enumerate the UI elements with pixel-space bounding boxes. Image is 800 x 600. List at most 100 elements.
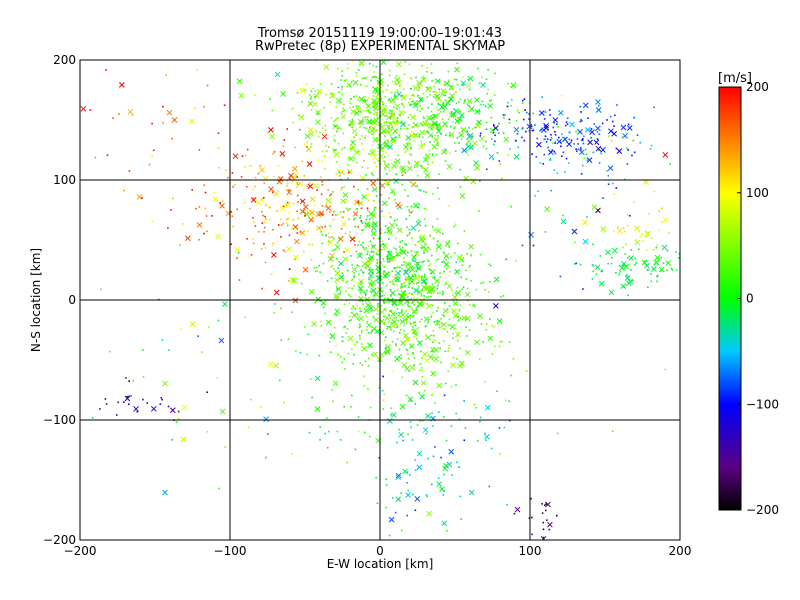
data-point-x bbox=[358, 96, 365, 102]
data-point-dot bbox=[258, 230, 260, 233]
data-point-dot bbox=[624, 230, 626, 233]
data-point-dot bbox=[388, 169, 391, 172]
data-point-dot bbox=[363, 101, 365, 104]
data-point-dot bbox=[339, 293, 341, 296]
data-point-dot bbox=[419, 97, 422, 99]
data-point-dot bbox=[307, 333, 310, 336]
data-point-dot bbox=[368, 257, 370, 260]
data-point-dot bbox=[277, 224, 280, 226]
data-point-dot bbox=[126, 395, 129, 398]
data-point-dot bbox=[366, 103, 369, 106]
data-point-dot bbox=[359, 138, 361, 141]
data-point-dot bbox=[414, 469, 417, 471]
data-point-dot bbox=[390, 414, 392, 416]
data-point-dot bbox=[611, 257, 613, 259]
data-point-dot bbox=[437, 258, 440, 261]
data-point-dot bbox=[372, 271, 374, 274]
data-point-dot bbox=[381, 290, 384, 292]
data-point-dot bbox=[419, 189, 422, 192]
data-point-x bbox=[435, 128, 442, 134]
data-point-dot bbox=[336, 130, 338, 133]
data-point-dot bbox=[329, 101, 332, 104]
data-point-dot bbox=[439, 276, 441, 278]
data-point-dot bbox=[142, 398, 144, 401]
data-point-dot bbox=[419, 342, 422, 344]
data-point-dot bbox=[396, 108, 399, 110]
data-point-dot bbox=[393, 193, 396, 196]
data-point-dot bbox=[592, 264, 595, 267]
data-point-dot bbox=[643, 260, 646, 263]
data-point-x bbox=[513, 153, 520, 160]
data-point-dot bbox=[377, 253, 380, 256]
data-point-dot bbox=[387, 127, 390, 130]
data-point-x bbox=[352, 79, 359, 86]
data-point-dot bbox=[262, 197, 265, 199]
data-point-dot bbox=[310, 96, 312, 98]
data-point-dot bbox=[506, 105, 509, 108]
data-point-dot bbox=[422, 167, 424, 169]
data-point-dot bbox=[297, 200, 299, 203]
data-point-dot bbox=[325, 93, 328, 96]
data-point-dot bbox=[370, 79, 372, 82]
data-point-dot bbox=[391, 280, 394, 283]
data-point-dot bbox=[432, 122, 435, 124]
data-point-dot bbox=[316, 113, 319, 116]
data-point-dot bbox=[553, 150, 556, 153]
data-point-dot bbox=[159, 403, 162, 405]
data-point-x bbox=[302, 203, 309, 210]
data-point-dot bbox=[161, 339, 164, 341]
data-point-dot bbox=[414, 263, 417, 265]
data-point-dot bbox=[344, 232, 347, 235]
data-point-dot bbox=[437, 109, 440, 111]
data-point-dot bbox=[484, 432, 486, 435]
data-point-x bbox=[552, 117, 559, 123]
data-point-dot bbox=[311, 396, 313, 399]
data-point-dot bbox=[413, 336, 416, 338]
data-point-dot bbox=[347, 352, 350, 355]
data-point-dot bbox=[264, 218, 267, 221]
data-point-x bbox=[308, 288, 315, 295]
data-point-dot bbox=[399, 252, 402, 254]
data-point-dot bbox=[601, 122, 604, 125]
data-point-dot bbox=[456, 137, 459, 139]
data-point-dot bbox=[423, 117, 425, 120]
data-point-dot bbox=[421, 369, 424, 372]
data-point-dot bbox=[360, 84, 362, 86]
data-point-dot bbox=[368, 62, 371, 65]
data-point-dot bbox=[360, 330, 363, 332]
data-point-dot bbox=[448, 79, 450, 82]
data-point-x bbox=[582, 102, 589, 109]
data-point-dot bbox=[393, 95, 396, 97]
data-point-dot bbox=[653, 106, 655, 109]
data-point-dot bbox=[348, 302, 351, 305]
data-point-dot bbox=[376, 112, 378, 115]
data-point-dot bbox=[623, 178, 626, 181]
data-point-dot bbox=[385, 336, 387, 339]
data-point-dot bbox=[272, 152, 274, 155]
data-point-dot bbox=[309, 378, 312, 380]
data-point-x bbox=[412, 102, 419, 109]
data-point-dot bbox=[593, 123, 596, 125]
data-point-dot bbox=[311, 243, 314, 246]
data-point-dot bbox=[515, 260, 517, 262]
data-point-dot bbox=[381, 105, 384, 108]
data-point-dot bbox=[525, 111, 528, 114]
data-point-dot bbox=[355, 105, 358, 107]
data-point-dot bbox=[592, 243, 594, 246]
data-point-dot bbox=[322, 262, 325, 265]
data-point-dot bbox=[411, 287, 414, 289]
data-point-x bbox=[513, 126, 520, 133]
data-point-dot bbox=[485, 322, 488, 325]
data-point-dot bbox=[282, 205, 285, 208]
data-point-dot bbox=[350, 144, 352, 147]
data-point-dot bbox=[421, 318, 423, 321]
data-point-dot bbox=[320, 214, 323, 216]
data-point-dot bbox=[444, 148, 446, 151]
grid-lines bbox=[80, 60, 680, 540]
data-point-x bbox=[379, 182, 386, 189]
data-point-x bbox=[424, 413, 431, 419]
data-point-dot bbox=[396, 98, 399, 100]
data-point-dot bbox=[444, 99, 447, 102]
data-point-dot bbox=[407, 275, 409, 278]
data-point-x bbox=[346, 168, 353, 175]
